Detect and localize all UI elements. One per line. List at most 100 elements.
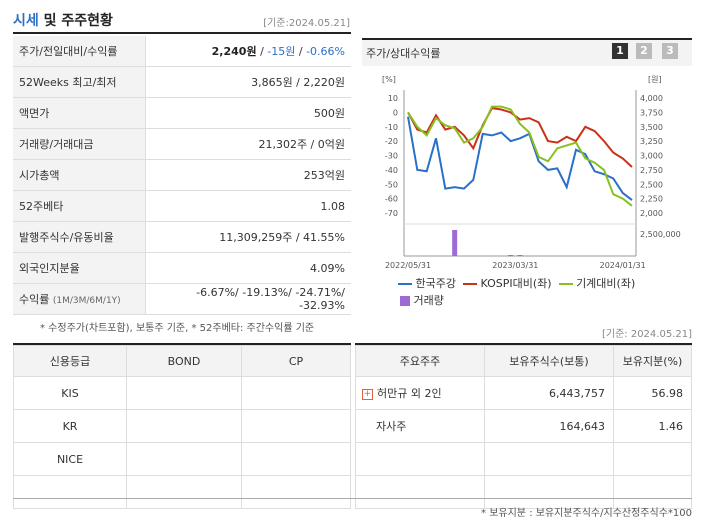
credit-row: KR <box>13 409 351 443</box>
holder-shares <box>484 442 614 476</box>
holder-name: 자사주 <box>355 409 485 443</box>
bond-rating <box>126 409 242 443</box>
legend-item-kospi: KOSPI대비(좌) <box>462 277 552 290</box>
cp-rating <box>241 376 351 410</box>
cp-rating <box>241 409 351 443</box>
series-line-1 <box>407 107 633 168</box>
right-tick-label: 2,000 <box>640 209 663 218</box>
info-value: -6.67%/ -19.13%/ -24.71%/ -32.93% <box>145 283 351 315</box>
info-row-return: 수익률 (1M/3M/6M/1Y) -6.67%/ -19.13%/ -24.71… <box>13 283 351 315</box>
holders-divider <box>355 343 692 345</box>
relative-return-chart: [%] [원] 10 0 -10 -20 -30 -40 -50 -60 -70 4,000 3,750… <box>382 75 681 270</box>
section-title: 시세 및 주주현황 <box>13 10 113 30</box>
credit-divider <box>13 343 351 345</box>
holder-name <box>355 475 485 509</box>
right-tick-label: 3,000 <box>640 152 663 161</box>
legend: 한국주강 KOSPI대비(좌) 기계대비(좌) <box>398 275 635 291</box>
credit-header: BOND <box>126 345 242 377</box>
major-shareholders-table: 주요주주 보유주식수(보통) 보유지분(%) + 허만규 외 2인 6,443,7… <box>355 345 692 509</box>
plus-icon[interactable]: + <box>362 388 373 400</box>
x-tick-label: 2024/01/31 <box>600 261 646 270</box>
info-label: 시가총액 <box>13 159 146 191</box>
holder-pct <box>613 442 692 476</box>
credit-header: CP <box>241 345 351 377</box>
info-label: 거래량/거래대금 <box>13 128 146 160</box>
holders-header: 보유지분(%) <box>613 345 692 377</box>
info-value: 21,302주 / 0억원 <box>145 128 351 160</box>
credit-rating-table: 신용등급 BOND CP KIS KR NICE <box>13 345 351 509</box>
info-label: 발행주식수/유동비율 <box>13 221 146 253</box>
info-label: 외국인지분율 <box>13 252 146 284</box>
holder-shares: 164,643 <box>484 409 614 443</box>
info-row-price: 주가/전일대비/수익률 2,240원 / -15원 / -0.66% <box>13 36 351 67</box>
agency: KIS <box>13 376 127 410</box>
holder-row[interactable]: + 허만규 외 2인 6,443,757 56.98 <box>355 376 692 410</box>
info-value: 11,309,259주 / 41.55% <box>145 221 351 253</box>
reference-date: [기준:2024.05.21] <box>263 18 350 29</box>
info-row-shares: 발행주식수/유동비율 11,309,259주 / 41.55% <box>13 221 351 253</box>
chart-tab-2[interactable]: 2 <box>636 43 652 59</box>
left-tick-label: -10 <box>385 123 398 132</box>
info-value: 253억원 <box>145 159 351 191</box>
info-row-foreign: 외국인지분율 4.09% <box>13 252 351 284</box>
credit-header: 신용등급 <box>13 345 127 377</box>
price-info-table: 주가/전일대비/수익률 2,240원 / -15원 / -0.66% 52Wee… <box>13 36 351 315</box>
agency: NICE <box>13 442 127 476</box>
holder-row <box>355 442 692 476</box>
holder-row: 자사주 164,643 1.46 <box>355 409 692 443</box>
title-highlight: 시세 <box>13 13 39 29</box>
info-row-par: 액면가 500원 <box>13 97 351 129</box>
volume-bar <box>517 255 523 256</box>
title-rest: 및 주주현황 <box>38 13 113 29</box>
info-value: 500원 <box>145 97 351 129</box>
holder-name-cell: + 허만규 외 2인 <box>355 376 485 410</box>
chart-tab-1[interactable]: 1 <box>612 43 628 59</box>
right-tick-label: 3,500 <box>640 123 663 132</box>
left-tick-label: -20 <box>385 137 398 146</box>
x-tick-label: 2022/05/31 <box>385 261 431 270</box>
info-row-volume: 거래량/거래대금 21,302주 / 0억원 <box>13 128 351 160</box>
holder-pct: 56.98 <box>613 376 692 410</box>
info-value: 3,865원 / 2,220원 <box>145 66 351 98</box>
right-tick-label: 3,750 <box>640 108 663 117</box>
left-tick-label: -50 <box>385 180 398 189</box>
current-price: 2,240원 <box>211 45 257 58</box>
bond-rating <box>126 376 242 410</box>
right-tick-label: 3,250 <box>640 137 663 146</box>
info-label: 주가/전일대비/수익률 <box>13 36 146 67</box>
chart-tab-3[interactable]: 3 <box>662 43 678 59</box>
info-row-52w: 52Weeks 최고/최저 3,865원 / 2,220원 <box>13 66 351 98</box>
right-axis-unit: [원] <box>648 75 662 84</box>
price-change: -15원 <box>267 45 296 58</box>
info-value: 1.08 <box>145 190 351 222</box>
holder-pct <box>613 475 692 509</box>
reference-date-mid: [기준: 2024.05.21] <box>601 329 692 340</box>
footnote-basis: * 수정주가(차트포함), 보통주 기준, * 52주베타: 주간수익률 기준 <box>40 323 315 334</box>
info-label: 52주베타 <box>13 190 146 222</box>
info-row-beta: 52주베타 1.08 <box>13 190 351 222</box>
info-value: 4.09% <box>145 252 351 284</box>
agency: KR <box>13 409 127 443</box>
left-axis-unit: [%] <box>382 75 396 84</box>
holder-name <box>355 442 485 476</box>
cp-rating <box>241 475 351 509</box>
bond-rating <box>126 442 242 476</box>
price-rate: -0.66% <box>306 45 345 58</box>
right-tick-label: 2,250 <box>640 195 663 204</box>
credit-row: NICE <box>13 442 351 476</box>
bond-rating <box>126 475 242 509</box>
holder-name[interactable]: 허만규 외 2인 <box>377 387 442 400</box>
series-line-2 <box>407 105 633 207</box>
volume-bar <box>452 230 458 256</box>
x-tick-label: 2023/03/31 <box>492 261 538 270</box>
info-label: 수익률 (1M/3M/6M/1Y) <box>13 283 146 315</box>
info-row-marketcap: 시가총액 253억원 <box>13 159 351 191</box>
info-value: 2,240원 / -15원 / -0.66% <box>145 36 351 67</box>
credit-row: KIS <box>13 376 351 410</box>
credit-row <box>13 475 351 509</box>
volume-tick-label: 2,500,000 <box>640 230 681 239</box>
volume-bar <box>508 255 514 256</box>
return-periods: (1M/3M/6M/1Y) <box>52 296 121 306</box>
left-tick-label: 0 <box>393 108 398 117</box>
credit-header-row: 신용등급 BOND CP <box>13 345 351 377</box>
